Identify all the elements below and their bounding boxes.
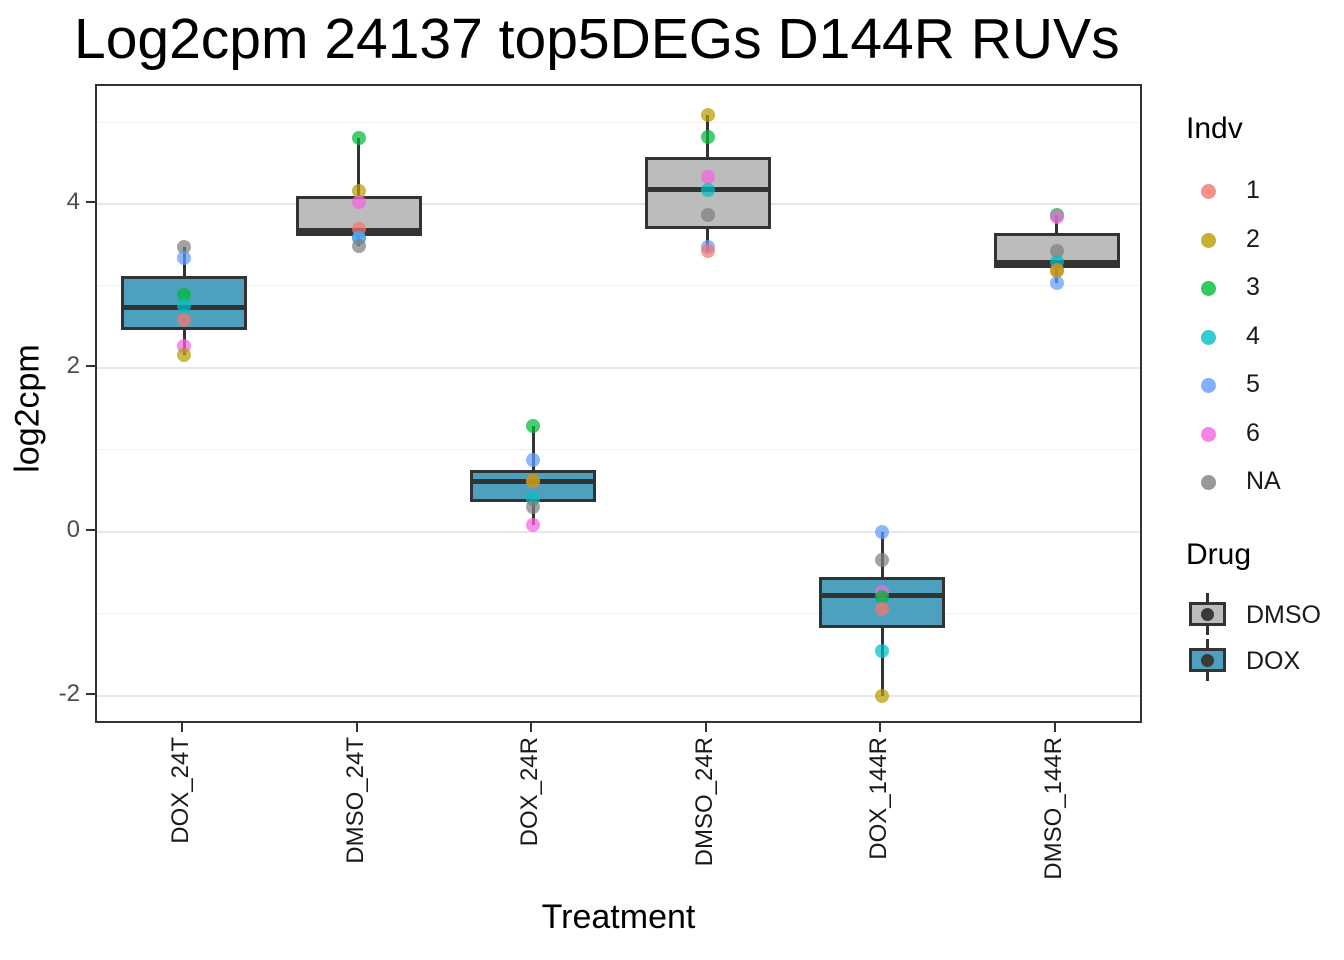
data-point-DOX_144R-indv-2 <box>875 688 890 703</box>
plot-panel <box>95 84 1142 723</box>
legend-drug-label-DOX: DOX <box>1246 647 1301 675</box>
gridline-minor <box>97 285 1140 287</box>
data-point-DOX_144R-indv-3 <box>875 590 890 605</box>
legend-indv-label-1: 1 <box>1246 176 1260 204</box>
data-point-DOX_144R-indv-NA <box>875 553 890 568</box>
legend-indv-swatch-4 <box>1201 329 1216 345</box>
data-point-DMSO_144R-indv-2 <box>1049 264 1064 279</box>
legend-indv-title: Indv <box>1186 112 1243 145</box>
data-point-DOX_24T-indv-4 <box>177 298 192 313</box>
lower-whisker-DOX_144R <box>880 628 884 696</box>
legend-indv-swatch-1 <box>1201 184 1216 199</box>
gridline-minor <box>97 613 1140 615</box>
data-point-DMSO_24R-indv-3 <box>700 129 715 144</box>
data-point-DMSO_24T-indv-2 <box>351 183 366 198</box>
data-point-DMSO_24T-indv-3 <box>351 130 366 145</box>
legend-drug-point-DOX <box>1201 653 1214 667</box>
x-tick-mark <box>355 723 358 732</box>
data-point-DMSO_144R-indv-NA <box>1049 243 1064 258</box>
data-point-DMSO_144R-indv-5 <box>1049 275 1064 290</box>
y-axis-title: log2cpm <box>8 344 47 473</box>
legend-indv-swatch-6 <box>1201 426 1216 442</box>
gridline-major <box>97 366 1140 369</box>
legend-indv-swatch-2 <box>1201 232 1216 248</box>
data-point-DOX_24T-indv-NA <box>177 239 192 254</box>
x-tick-label: DOX_24R <box>516 737 544 847</box>
data-point-DMSO_24T-indv-NA <box>351 238 366 253</box>
gridline-minor <box>97 449 1140 451</box>
chart-title: Log2cpm 24137 top5DEGs D144R RUVs <box>74 7 1120 71</box>
data-point-DOX_144R-indv-5 <box>875 524 890 539</box>
data-point-DOX_24R-indv-NA <box>526 500 541 515</box>
data-point-DMSO_24R-indv-NA <box>700 208 715 223</box>
upper-whisker-DMSO_24T <box>357 137 361 196</box>
legend-indv-label-3: 3 <box>1246 273 1260 301</box>
y-tick-mark <box>86 528 95 531</box>
data-point-DOX_144R-indv-1 <box>875 601 890 616</box>
x-tick-mark <box>1053 723 1056 732</box>
data-point-DMSO_24T-indv-6 <box>351 194 366 209</box>
legend-drug-point-DMSO <box>1201 607 1214 621</box>
data-point-DOX_24R-indv-2 <box>526 473 541 488</box>
y-tick-mark <box>86 200 95 203</box>
y-tick-mark <box>86 692 95 695</box>
gridline-minor <box>97 121 1140 123</box>
upper-whisker-DMSO_144R <box>1055 215 1059 233</box>
data-point-DOX_24R-indv-3 <box>526 418 541 433</box>
x-tick-label: DMSO_144R <box>1039 737 1067 880</box>
x-tick-mark <box>704 723 707 732</box>
y-tick-mark <box>86 364 95 367</box>
upper-whisker-DOX_24R <box>531 425 535 471</box>
legend-indv-swatch-NA <box>1201 475 1216 490</box>
data-point-DMSO_24R-indv-2 <box>700 108 715 123</box>
legend-indv-label-6: 6 <box>1246 418 1260 447</box>
legend-drug-label-DMSO: DMSO <box>1246 601 1321 629</box>
y-tick-label: 0 <box>66 515 80 543</box>
legend-indv-label-5: 5 <box>1246 370 1260 398</box>
legend-indv-swatch-5 <box>1201 378 1216 393</box>
x-tick-mark <box>879 723 882 732</box>
legend-indv-label-NA: NA <box>1246 467 1281 495</box>
legend-indv-label-2: 2 <box>1246 224 1260 253</box>
gridline-major <box>97 202 1140 205</box>
data-point-DOX_24R-indv-6 <box>526 518 541 533</box>
data-point-DOX_24T-indv-2 <box>177 347 192 362</box>
x-tick-mark <box>181 723 184 732</box>
data-point-DOX_24T-indv-1 <box>177 313 192 328</box>
data-point-DOX_24R-indv-5 <box>526 453 541 468</box>
legend-indv-swatch-3 <box>1201 281 1216 296</box>
x-tick-mark <box>530 723 533 732</box>
legend-indv-label-4: 4 <box>1246 321 1260 350</box>
y-tick-label: -2 <box>58 679 80 707</box>
data-point-DOX_144R-indv-4 <box>875 644 890 659</box>
data-point-DOX_24T-indv-3 <box>177 287 192 302</box>
y-tick-label: 2 <box>66 351 80 379</box>
data-point-DMSO_144R-indv-6 <box>1049 210 1064 225</box>
data-point-DMSO_24R-indv-4 <box>700 183 715 198</box>
gridline-major <box>97 694 1140 697</box>
x-axis-title: Treatment <box>541 898 696 936</box>
gridline-major <box>97 530 1140 533</box>
data-point-DOX_24T-indv-5 <box>177 251 192 266</box>
data-point-DMSO_24R-indv-6 <box>700 169 715 184</box>
x-tick-label: DOX_24T <box>167 737 195 844</box>
legend-drug-title: Drug <box>1186 538 1252 571</box>
x-tick-label: DMSO_24T <box>341 737 369 864</box>
x-tick-label: DMSO_24R <box>690 737 718 867</box>
x-tick-label: DOX_144R <box>865 737 893 860</box>
data-point-DMSO_24R-indv-1 <box>700 244 715 259</box>
y-tick-label: 4 <box>66 187 80 215</box>
